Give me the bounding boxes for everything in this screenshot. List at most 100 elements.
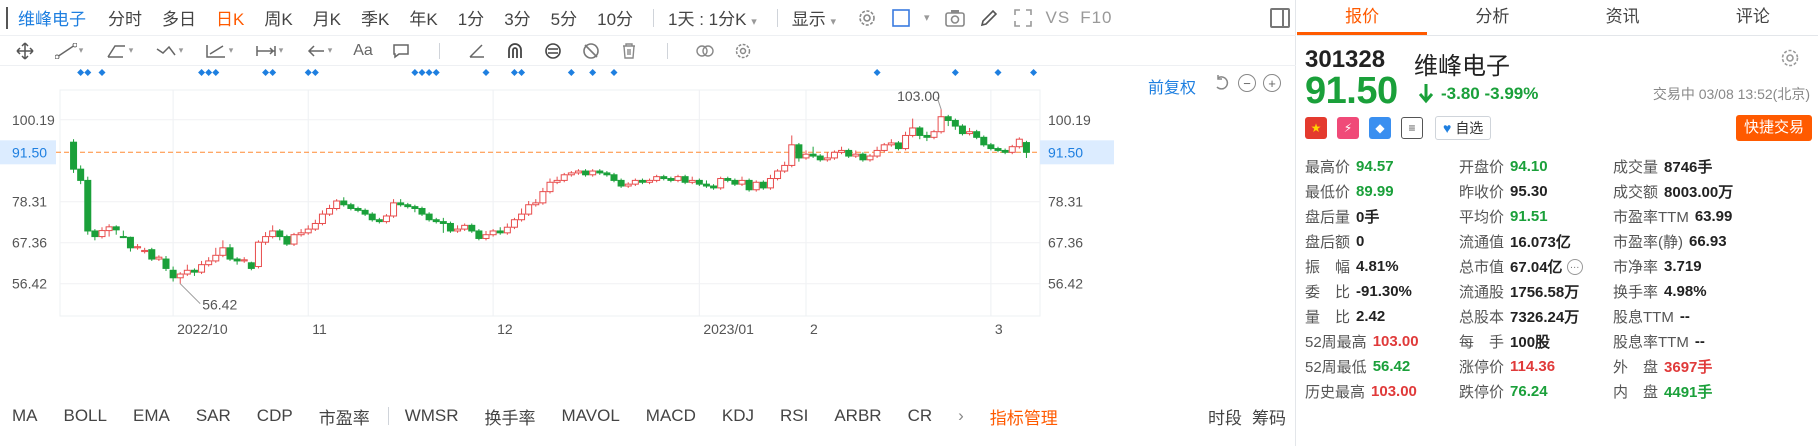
- quote-label: 涨停价: [1459, 359, 1505, 376]
- display-menu[interactable]: 显示 ▾: [792, 5, 836, 30]
- indicator-tab[interactable]: 市盈率: [318, 408, 370, 428]
- quote-value: 100股: [1510, 334, 1551, 351]
- tab-quote[interactable]: 报价: [1297, 0, 1428, 35]
- tag-icon[interactable]: ◆: [1369, 117, 1391, 139]
- candle-body: [944, 116, 952, 121]
- camera-icon[interactable]: [944, 7, 966, 29]
- gear-icon[interactable]: [856, 7, 878, 29]
- indicator-tab[interactable]: ARBR: [834, 406, 882, 425]
- tab-comments[interactable]: 评论: [1735, 7, 1770, 26]
- f10-button[interactable]: F10: [1080, 7, 1113, 27]
- add-watchlist-button[interactable]: ♥ 自选: [1435, 116, 1492, 140]
- candle-body: [482, 234, 490, 239]
- candle-body: [788, 144, 796, 166]
- quote-value: 8746手: [1664, 159, 1713, 176]
- watchlist-label: 自选: [1455, 120, 1484, 136]
- wave-tool-icon[interactable]: ▾: [146, 38, 192, 64]
- quote-cell: 流通值 16.073亿: [1459, 231, 1613, 252]
- line-tool-icon[interactable]: ▾: [46, 38, 92, 64]
- trash-icon[interactable]: [612, 38, 646, 64]
- indicator-tab[interactable]: CR: [907, 406, 933, 425]
- indicator-manage-button[interactable]: 指标管理: [989, 408, 1058, 428]
- period-tab[interactable]: 年K: [409, 10, 438, 29]
- indicator-tab[interactable]: RSI: [779, 406, 809, 425]
- interval-select[interactable]: 1天 : 1分K ▾: [668, 5, 757, 30]
- period-tab-active[interactable]: 日K: [216, 10, 245, 29]
- indicator-tab[interactable]: EMA: [132, 406, 170, 425]
- chevron-right-icon[interactable]: ›: [958, 406, 964, 425]
- indicator-tab[interactable]: 换手率: [484, 408, 536, 428]
- lightning-icon[interactable]: ⚡: [1337, 117, 1359, 139]
- candle-body: [397, 202, 405, 206]
- tab-news[interactable]: 资讯: [1605, 7, 1640, 26]
- hide-drawings-icon[interactable]: [574, 38, 608, 64]
- undo-icon[interactable]: [1213, 74, 1231, 92]
- side-panel-icon[interactable]: [1270, 7, 1290, 28]
- channel-tool-icon[interactable]: ▾: [96, 38, 142, 64]
- candle-body: [574, 170, 582, 174]
- fibonacci-tool-icon[interactable]: ▾: [196, 38, 242, 64]
- range-tool-icon[interactable]: ▾: [246, 38, 292, 64]
- candle-body: [1015, 138, 1023, 148]
- period-tab[interactable]: 3分: [504, 10, 531, 29]
- y-tick-label-left: 91.50: [12, 144, 47, 160]
- candle-body: [1001, 149, 1009, 153]
- stock-name-link[interactable]: 维峰电子: [18, 10, 86, 29]
- indicator-tab[interactable]: WMSR: [404, 406, 459, 425]
- indicator-tab[interactable]: CDP: [256, 406, 293, 425]
- candle-body: [1008, 146, 1016, 153]
- indicator-tab[interactable]: MAVOL: [561, 406, 620, 425]
- quote-label: 委 比: [1305, 284, 1351, 301]
- candle-body: [190, 269, 198, 273]
- chip-distribution-button[interactable]: 筹码: [1252, 408, 1286, 428]
- ruler-icon[interactable]: [460, 38, 494, 64]
- more-icon[interactable]: …: [1566, 258, 1583, 275]
- collapse-edge[interactable]: [0, 6, 8, 29]
- quote-value: 66.93: [1689, 233, 1727, 250]
- indicator-tab[interactable]: KDJ: [721, 406, 754, 425]
- adjust-mode-button[interactable]: 前复权: [1148, 80, 1197, 97]
- document-icon[interactable]: ≡: [1401, 117, 1423, 139]
- period-tab[interactable]: 季K: [361, 10, 390, 29]
- time-segment-button[interactable]: 时段: [1208, 408, 1242, 428]
- period-tab[interactable]: 10分: [597, 10, 634, 29]
- text-tool-icon[interactable]: Aa: [353, 41, 373, 59]
- fullscreen-icon[interactable]: [1012, 7, 1034, 29]
- indicator-tab[interactable]: SAR: [195, 406, 231, 425]
- zoom-out-icon[interactable]: −: [1238, 74, 1256, 92]
- candle-body: [838, 149, 846, 153]
- event-marker: [873, 69, 881, 76]
- quote-value: 0: [1356, 233, 1365, 250]
- kline-chart[interactable]: 100.19 100.19 91.50 91.50 78.31 78.31 67.36 67.…: [0, 66, 1296, 366]
- indicator-tab[interactable]: BOLL: [63, 406, 107, 425]
- sync-icon[interactable]: [536, 38, 570, 64]
- pencil-icon[interactable]: [978, 7, 1000, 29]
- link-rings-icon[interactable]: [688, 38, 722, 64]
- chevron-down-icon[interactable]: ▾: [924, 12, 930, 24]
- comment-tool-icon[interactable]: [384, 38, 418, 64]
- kline-svg[interactable]: 100.19 100.19 91.50 91.50 78.31 78.31 67.36 67.…: [0, 66, 1296, 366]
- event-marker: [304, 69, 312, 76]
- settings-icon[interactable]: [726, 38, 760, 64]
- period-tab[interactable]: 分时: [108, 10, 142, 29]
- period-tab[interactable]: 多日: [162, 10, 196, 29]
- vs-button[interactable]: VS: [1045, 7, 1071, 27]
- gear-icon[interactable]: [1780, 48, 1800, 68]
- quote-value: 103.00: [1372, 333, 1419, 350]
- tab-analysis[interactable]: 分析: [1475, 7, 1510, 26]
- magnet-icon[interactable]: [498, 38, 532, 64]
- quote-cell: 最高价 94.57: [1305, 156, 1459, 177]
- period-tab[interactable]: 1分: [457, 10, 485, 29]
- quote-label: 流通股: [1459, 284, 1505, 301]
- quick-trade-button[interactable]: 快捷交易: [1735, 115, 1812, 141]
- period-tab[interactable]: 5分: [550, 10, 578, 29]
- indicator-tab[interactable]: MACD: [645, 406, 696, 425]
- square-style-icon[interactable]: [890, 7, 912, 29]
- period-tab[interactable]: 周K: [264, 10, 293, 29]
- move-cross-icon[interactable]: [8, 38, 42, 64]
- arrow-left-tool-icon[interactable]: ▾: [296, 38, 342, 64]
- candle-body: [823, 157, 831, 161]
- indicator-tab[interactable]: MA: [12, 406, 38, 425]
- zoom-in-icon[interactable]: +: [1263, 74, 1281, 92]
- period-tab[interactable]: 月K: [312, 10, 342, 29]
